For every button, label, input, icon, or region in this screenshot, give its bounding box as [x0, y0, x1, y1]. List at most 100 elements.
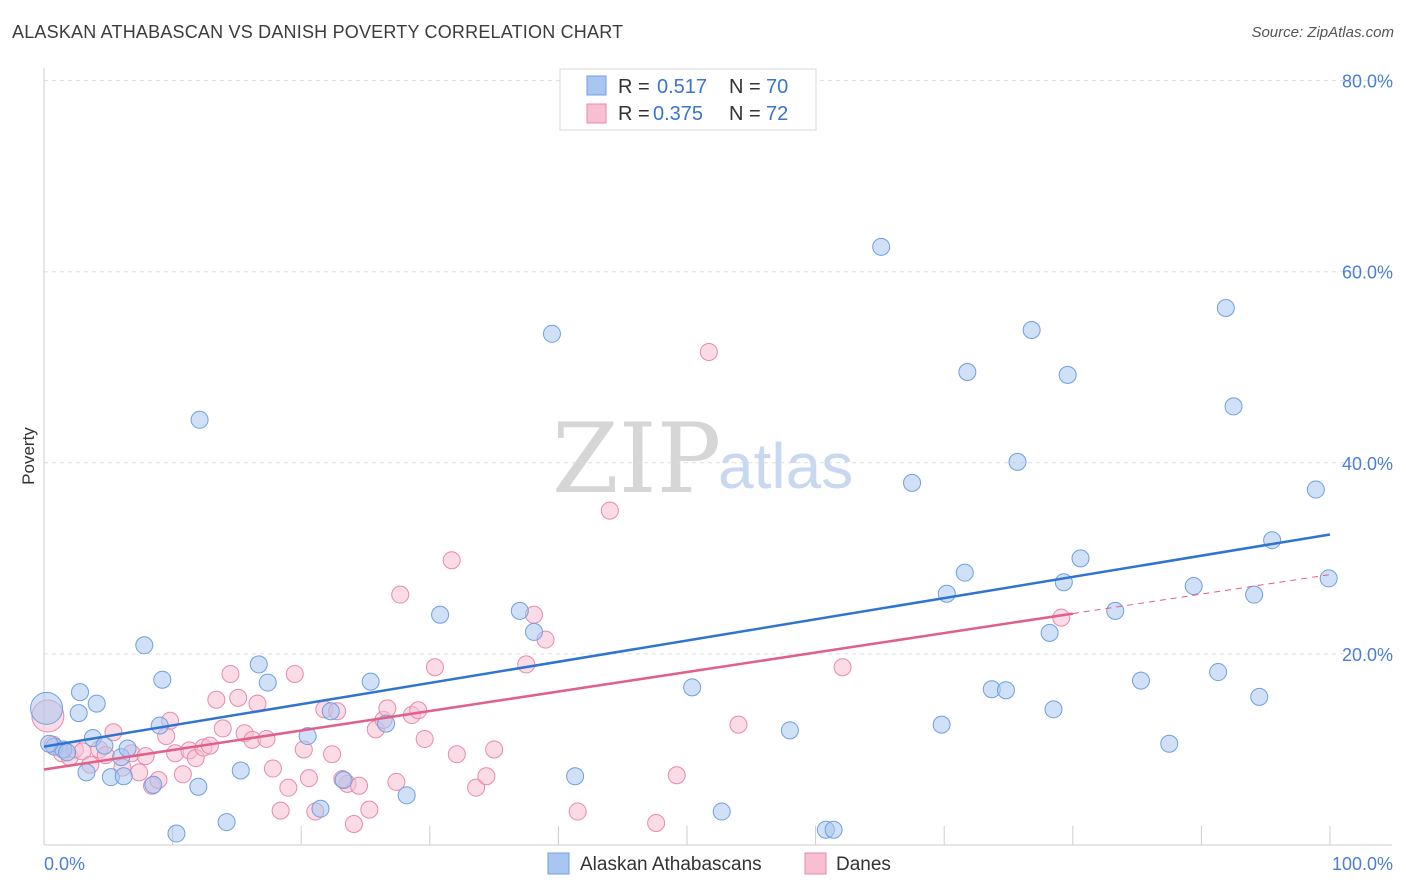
alaskan-athabascans-point: [30, 691, 64, 725]
alaskan-athabascans-point: [114, 767, 133, 786]
alaskan-athabascans-point: [167, 824, 186, 843]
danes-point: [517, 655, 536, 674]
danes-point: [279, 778, 298, 797]
alaskan-athabascans-point: [903, 473, 922, 492]
legend-n-value-1: 70: [766, 76, 788, 98]
alaskan-athabascans-point: [153, 670, 172, 689]
y-tick-label: 80.0%: [1342, 72, 1393, 92]
watermark-atlas: atlas: [718, 430, 853, 502]
alaskan-athabascans-point: [958, 363, 977, 382]
danes-point: [477, 767, 496, 786]
legend-swatch-pink: [586, 103, 607, 124]
top-legend: R = 0.517 N = 70 R = 0.375 N = 72: [559, 68, 817, 131]
y-axis-label: Poverty: [19, 427, 38, 485]
alaskan-athabascans-point: [1071, 549, 1090, 568]
danes-point: [600, 501, 619, 520]
alaskan-athabascans-point: [190, 410, 209, 429]
alaskan-athabascans-point: [566, 767, 585, 786]
danes-point: [257, 729, 276, 748]
danes-point: [467, 778, 486, 797]
bottom-legend-label-pink: Danes: [836, 854, 891, 875]
alaskan-athabascans-point: [932, 715, 951, 734]
danes-point: [285, 664, 304, 683]
alaskan-athabascans-point: [71, 683, 90, 702]
alaskan-athabascans-point: [996, 681, 1015, 700]
alaskan-athabascans-point: [118, 739, 137, 758]
series-alaskan-athabascans-points: [30, 237, 1338, 843]
alaskan-athabascans-point: [683, 678, 702, 697]
alaskan-athabascans-point: [361, 672, 380, 691]
gridlines: [44, 80, 1392, 655]
danes-point: [299, 769, 318, 788]
y-tick-label: 40.0%: [1342, 454, 1393, 474]
alaskan-athabascans-point: [77, 763, 96, 782]
alaskan-athabascans-point: [58, 743, 77, 762]
alaskan-athabascans-point: [334, 771, 353, 790]
alaskan-athabascans-point: [1058, 365, 1077, 384]
y-tick-label: 20.0%: [1342, 645, 1393, 665]
danes-point: [415, 729, 434, 748]
alaskan-athabascans-point: [87, 694, 106, 713]
alaskan-athabascans-point: [1209, 663, 1228, 682]
alaskan-athabascans-point: [249, 655, 268, 674]
bottom-legend-swatch-blue: [547, 852, 570, 875]
legend-r-value-2: 0.375: [653, 103, 703, 125]
alaskan-athabascans-point: [397, 786, 416, 805]
bottom-legend-label-blue: Alaskan Athabascans: [580, 854, 762, 875]
alaskan-athabascans-point: [231, 761, 250, 780]
legend-n-label-2: N =: [729, 103, 761, 125]
bottom-legend-swatch-pink: [804, 852, 827, 875]
trendline-alaskan-athabascans: [43, 533, 1331, 748]
alaskan-athabascans-point: [1131, 671, 1150, 690]
series-danes-points: [31, 342, 1071, 833]
alaskan-athabascans-point: [321, 702, 340, 721]
alaskan-athabascans-point: [1184, 577, 1203, 596]
danes-point: [409, 701, 428, 720]
x-tick-label: 0.0%: [44, 854, 85, 874]
danes-point: [833, 658, 852, 677]
danes-point: [647, 814, 666, 833]
alaskan-athabascans-point: [1040, 623, 1059, 642]
alaskan-athabascans-point: [1250, 687, 1269, 706]
alaskan-athabascans-point: [69, 704, 88, 723]
danes-point: [447, 745, 466, 764]
danes-point: [350, 776, 369, 795]
danes-point: [130, 763, 149, 782]
legend-r-value-1: 0.517: [657, 76, 707, 98]
danes-point: [173, 765, 192, 784]
alaskan-athabascans-point: [780, 721, 799, 740]
danes-point: [1052, 608, 1071, 627]
danes-point: [667, 766, 686, 785]
alaskan-athabascans-point: [431, 605, 450, 624]
axes: [43, 68, 1392, 846]
danes-point: [207, 690, 226, 709]
alaskan-athabascans-point: [189, 777, 208, 796]
danes-point: [221, 664, 240, 683]
danes-point: [485, 740, 504, 759]
legend-r-label-1: R =: [618, 76, 650, 98]
alaskan-athabascans-point: [712, 802, 731, 821]
danes-point: [378, 699, 397, 718]
alaskan-athabascans-point: [1022, 320, 1041, 339]
danes-point: [391, 585, 410, 604]
alaskan-athabascans-point: [1306, 480, 1325, 499]
alaskan-athabascans-point: [311, 799, 330, 818]
alaskan-athabascans-point: [298, 727, 317, 746]
chart-title: ALASKAN ATHABASCAN VS DANISH POVERTY COR…: [12, 22, 624, 42]
legend-n-value-2: 72: [766, 103, 788, 125]
alaskan-athabascans-point: [955, 563, 974, 582]
alaskan-athabascans-point: [542, 324, 561, 343]
alaskan-athabascans-point: [1008, 452, 1027, 471]
trendline-danes: [43, 612, 1073, 771]
bottom-legend: Alaskan Athabascans Danes: [547, 852, 891, 875]
danes-point: [699, 342, 718, 361]
alaskan-athabascans-point: [258, 673, 277, 692]
watermark-zip: ZIP: [552, 403, 721, 515]
danes-point: [360, 800, 379, 819]
danes-point: [442, 551, 461, 570]
alaskan-athabascans-point: [95, 736, 114, 755]
x-tick-label: 100.0%: [1332, 854, 1393, 874]
alaskan-athabascans-point: [510, 601, 529, 620]
danes-point: [213, 719, 232, 738]
